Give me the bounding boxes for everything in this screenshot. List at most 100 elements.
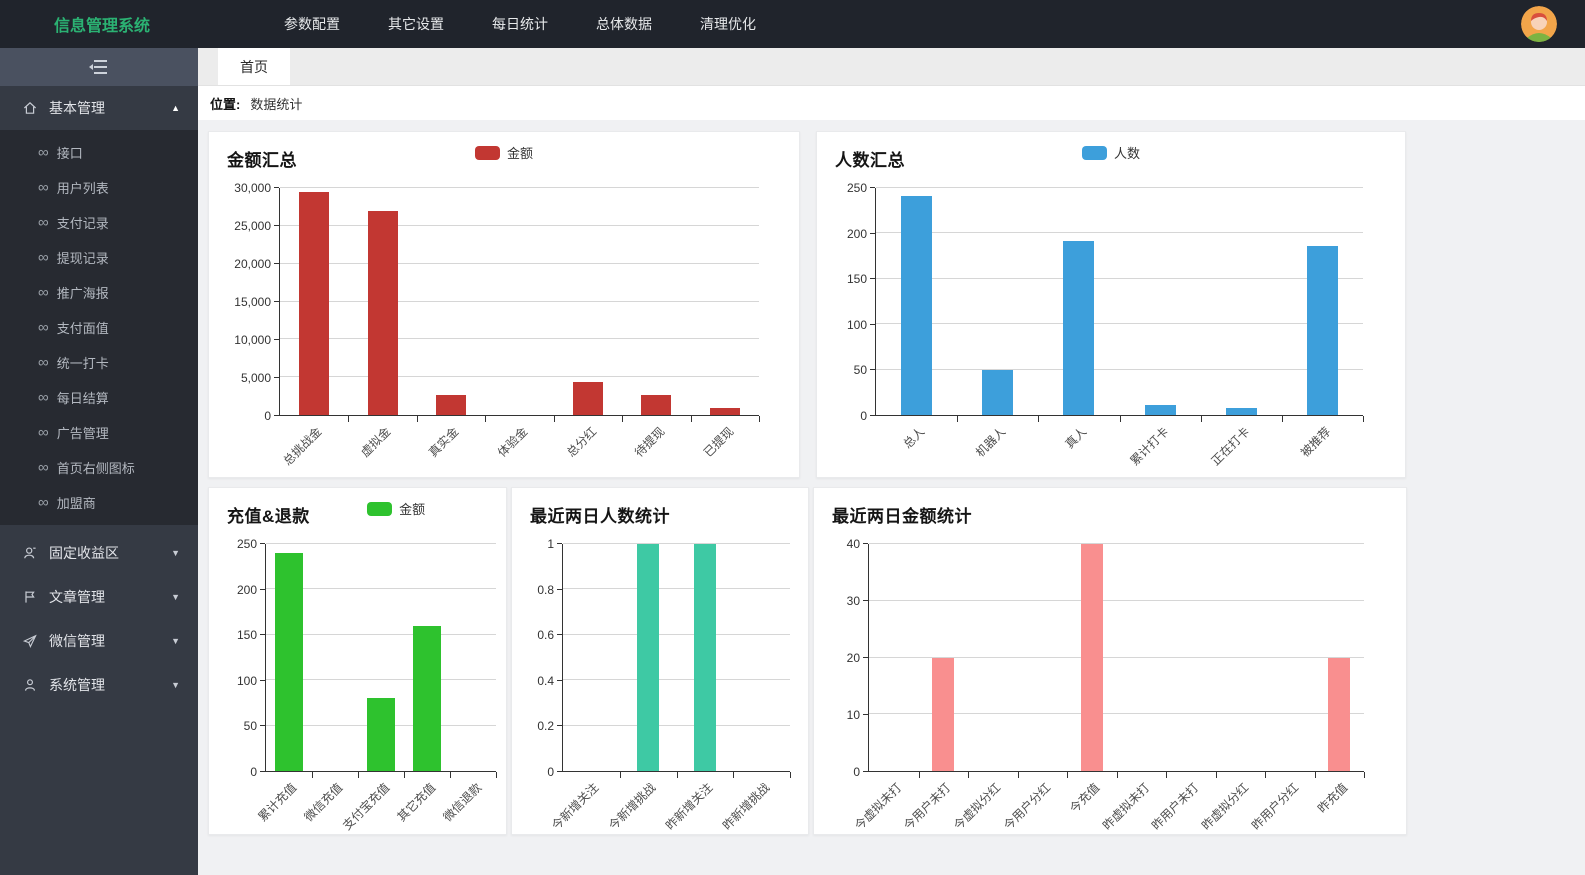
chevron-up-icon: ▲ (171, 103, 180, 113)
gridline (876, 232, 1363, 234)
gridline (876, 277, 1363, 279)
gridline (563, 588, 790, 590)
top-menu-item-daily-stats[interactable]: 每日统计 (492, 16, 549, 32)
gridline (266, 588, 496, 590)
home-icon (22, 100, 40, 116)
chart-bar (637, 544, 660, 771)
avatar-illustration (1521, 6, 1557, 42)
x-slot: 正在打卡 (1200, 423, 1281, 477)
sidebar-item-franchisee[interactable]: ∞ 加盟商 (0, 485, 198, 520)
chart-bar (367, 698, 395, 771)
link-icon: ∞ (38, 249, 49, 266)
sidebar-item-label: 首页右侧图标 (56, 461, 135, 476)
top-menu: 参数配置 其它设置 每日统计 总体数据 清理优化 (260, 0, 780, 48)
bar-slot (957, 188, 1040, 422)
bar-slot (733, 544, 791, 778)
sidebar-group-label: 系统管理 (49, 677, 105, 693)
bar-slot (1201, 188, 1284, 422)
sidebar-collapse-button[interactable] (0, 48, 198, 86)
x-axis: 累计充值 微信充值 支付宝充值 其它充值 微信退款 (256, 779, 496, 834)
sidebar-group-fixed-income[interactable]: 固定收益区 ▼ (0, 531, 198, 575)
sidebar-item-unified-checkin[interactable]: ∞ 统一打卡 (0, 345, 198, 380)
gridline (563, 679, 790, 681)
bar-slot (968, 544, 1018, 778)
chart-card-recharge-refund: 充值&退款 金额 0 50 100 150 200 250 累计充值 微信充值 支付宝充值 其它… (208, 487, 507, 835)
chart-bar (709, 408, 740, 415)
x-tick-label: 今新增关注 (549, 780, 602, 833)
chart-legend[interactable]: 金额 (367, 499, 425, 518)
y-tick-label: 1 (547, 537, 554, 551)
sidebar-item-pay-face-value[interactable]: ∞ 支付面值 (0, 310, 198, 345)
x-tick-label: 已提现 (700, 424, 737, 460)
y-tick-label: 25,000 (234, 219, 271, 233)
y-tick-mark (260, 588, 265, 590)
y-tick-mark (863, 771, 868, 772)
chart-title: 金额汇总 (227, 151, 297, 170)
x-slot: 被推荐 (1282, 423, 1363, 477)
x-slot: 昨新增挑战 (720, 779, 790, 834)
top-menu-item-params[interactable]: 参数配置 (284, 16, 341, 32)
sidebar-item-payment-records[interactable]: ∞ 支付记录 (0, 205, 198, 240)
x-tick-label: 待提现 (632, 424, 668, 460)
x-tick-label: 机器人 (972, 424, 1009, 460)
sidebar-item-ad-management[interactable]: ∞ 广告管理 (0, 415, 198, 450)
x-slot: 体验金 (485, 423, 554, 477)
x-slot: 已提现 (690, 423, 759, 477)
user-card-icon (22, 545, 40, 561)
y-tick-label: 10,000 (234, 333, 271, 348)
bar-slot (691, 188, 761, 422)
bar-slot (1315, 544, 1365, 778)
legend-swatch (474, 145, 500, 160)
chart-bar (275, 553, 303, 771)
chart-bar (1306, 246, 1338, 415)
breadcrumb-label: 位置: (210, 96, 241, 112)
sidebar-submenu-basic: ∞ 接口 ∞ 用户列表 ∞ 支付记录 ∞ 提现记录 ∞ 推广海报 ∞ 支付面值 ∞ 统一打卡 … (0, 130, 198, 525)
sidebar-item-label: 广告管理 (56, 426, 109, 441)
gridline (869, 713, 1364, 715)
y-tick-mark (260, 543, 265, 544)
plot-area (875, 187, 1365, 422)
x-tick-label: 累计充值 (255, 780, 300, 825)
sidebar-item-withdraw-records[interactable]: ∞ 提现记录 (0, 240, 198, 275)
top-menu-item-overall-data[interactable]: 总体数据 (596, 16, 653, 32)
y-tick-mark (274, 187, 279, 188)
y-tick-label: 100 (846, 317, 867, 332)
bar-chart-two-day-people: 0 0.2 0.4 0.6 0.8 1 今新增关注 今新增挑战 昨新增关注 昨新增挑战 (530, 537, 808, 834)
bar-chart-recharge-refund: 0 50 100 150 200 250 累计充值 微信充值 支付宝充值 其它充值 微信退款 (227, 537, 506, 834)
y-tick-label: 0 (860, 409, 867, 423)
bar-chart-two-day-amount: 0 10 20 30 40 今虚拟未打 今用户未打 今虚拟分红 今用户分红 今充值 昨虚拟未打 昨用… (832, 537, 1406, 834)
y-tick-mark (863, 714, 868, 715)
y-tick-label: 30 (846, 594, 860, 608)
sidebar: 基本管理 ▲ ∞ 接口 ∞ 用户列表 ∞ 支付记录 ∞ 提现记录 ∞ 推广海报 ∞ 支付面值… (0, 48, 198, 875)
sidebar-group-wechat-management[interactable]: 微信管理 ▼ (0, 619, 198, 663)
x-slot: 累计打卡 (1119, 423, 1200, 477)
gridline (280, 187, 759, 188)
sidebar-group-system-management[interactable]: 系统管理 ▼ (0, 663, 198, 707)
top-menu-item-other-settings[interactable]: 其它设置 (388, 16, 445, 32)
user-avatar[interactable] (1521, 6, 1557, 42)
top-menu-item-cleanup[interactable]: 清理优化 (700, 16, 757, 32)
y-tick-label: 0.4 (537, 673, 554, 688)
sidebar-item-promo-poster[interactable]: ∞ 推广海报 (0, 275, 198, 310)
sidebar-item-user-list[interactable]: ∞ 用户列表 (0, 170, 198, 205)
chart-bar (932, 657, 955, 771)
chart-bar (982, 369, 1014, 415)
sidebar-group-basic-management[interactable]: 基本管理 ▲ (0, 86, 198, 130)
bar-slot (1166, 544, 1216, 778)
x-slot: 虚拟金 (348, 423, 417, 477)
sidebar-item-api[interactable]: ∞ 接口 (0, 135, 198, 170)
collapse-menu-icon (89, 60, 107, 74)
breadcrumb: 位置: 数据统计 (198, 86, 1585, 120)
sidebar-item-daily-settlement[interactable]: ∞ 每日结算 (0, 380, 198, 415)
y-tick-mark (870, 323, 875, 325)
chart-legend[interactable]: 金额 (474, 143, 533, 162)
y-tick-label: 150 (236, 628, 257, 643)
chart-bar (299, 191, 330, 415)
sidebar-item-home-right-icon[interactable]: ∞ 首页右侧图标 (0, 450, 198, 485)
tab-home[interactable]: 首页 (218, 48, 290, 85)
gridline (280, 300, 759, 302)
x-axis: 今新增关注 今新增挑战 昨新增关注 昨新增挑战 (549, 779, 790, 834)
sidebar-group-article-management[interactable]: 文章管理 ▼ (0, 575, 198, 619)
chart-legend[interactable]: 人数 (1081, 143, 1140, 162)
bar-slot (1018, 544, 1068, 778)
